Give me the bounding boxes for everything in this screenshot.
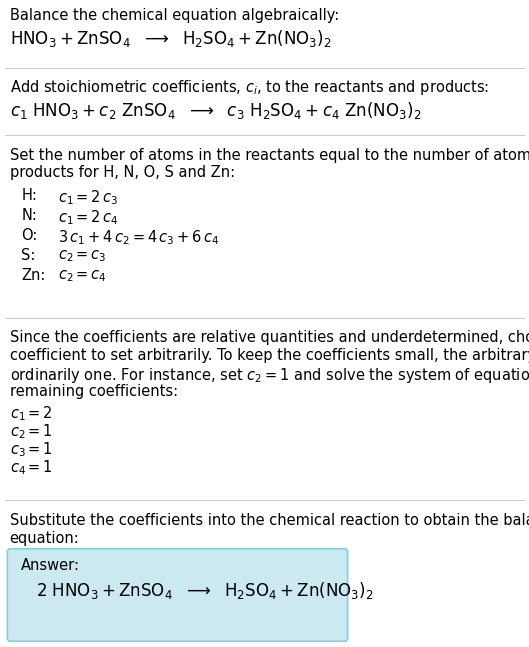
Text: Since the coefficients are relative quantities and underdetermined, choose a: Since the coefficients are relative quan… [10,330,529,345]
Text: $3\,c_1 + 4\,c_2 = 4\,c_3 + 6\,c_4$: $3\,c_1 + 4\,c_2 = 4\,c_3 + 6\,c_4$ [58,228,220,247]
Text: remaining coefficients:: remaining coefficients: [10,384,178,399]
Text: $c_1 = 2\,c_4$: $c_1 = 2\,c_4$ [58,208,119,226]
Text: ordinarily one. For instance, set $c_2 = 1$ and solve the system of equations fo: ordinarily one. For instance, set $c_2 =… [10,366,529,385]
FancyBboxPatch shape [7,549,348,641]
Text: $c_2 = c_4$: $c_2 = c_4$ [58,268,107,283]
Text: $c_1 = 2\,c_3$: $c_1 = 2\,c_3$ [58,188,118,206]
Text: $\mathrm{HNO_3 + ZnSO_4 \ \ \longrightarrow \ \ H_2SO_4 + Zn(NO_3)_2}$: $\mathrm{HNO_3 + ZnSO_4 \ \ \longrightar… [10,28,331,49]
Text: S:: S: [21,248,35,263]
Text: $c_1 = 2$: $c_1 = 2$ [10,404,52,422]
Text: equation:: equation: [10,531,79,546]
Text: coefficient to set arbitrarily. To keep the coefficients small, the arbitrary va: coefficient to set arbitrarily. To keep … [10,348,529,363]
Text: $c_4 = 1$: $c_4 = 1$ [10,458,52,477]
Text: N:: N: [21,208,37,223]
Text: H:: H: [21,188,37,203]
Text: $c_1\ \mathrm{HNO_3} + c_2\ \mathrm{ZnSO_4} \ \ \longrightarrow \ \ c_3\ \mathrm: $c_1\ \mathrm{HNO_3} + c_2\ \mathrm{ZnSO… [10,100,421,121]
Text: $c_3 = 1$: $c_3 = 1$ [10,440,52,459]
Text: Add stoichiometric coefficients, $c_i$, to the reactants and products:: Add stoichiometric coefficients, $c_i$, … [10,78,489,97]
Text: $c_2 = c_3$: $c_2 = c_3$ [58,248,107,264]
Text: products for H, N, O, S and Zn:: products for H, N, O, S and Zn: [10,165,235,180]
Text: Substitute the coefficients into the chemical reaction to obtain the balanced: Substitute the coefficients into the che… [10,513,529,528]
Text: Zn:: Zn: [21,268,45,283]
Text: Balance the chemical equation algebraically:: Balance the chemical equation algebraica… [10,8,339,23]
Text: Set the number of atoms in the reactants equal to the number of atoms in the: Set the number of atoms in the reactants… [10,148,529,163]
Text: Answer:: Answer: [21,558,79,573]
Text: $2\ \mathrm{HNO_3 + ZnSO_4 \ \ \longrightarrow \ \ H_2SO_4 + Zn(NO_3)_2}$: $2\ \mathrm{HNO_3 + ZnSO_4 \ \ \longrigh… [37,580,374,601]
Text: $c_2 = 1$: $c_2 = 1$ [10,422,52,441]
Text: O:: O: [21,228,38,243]
